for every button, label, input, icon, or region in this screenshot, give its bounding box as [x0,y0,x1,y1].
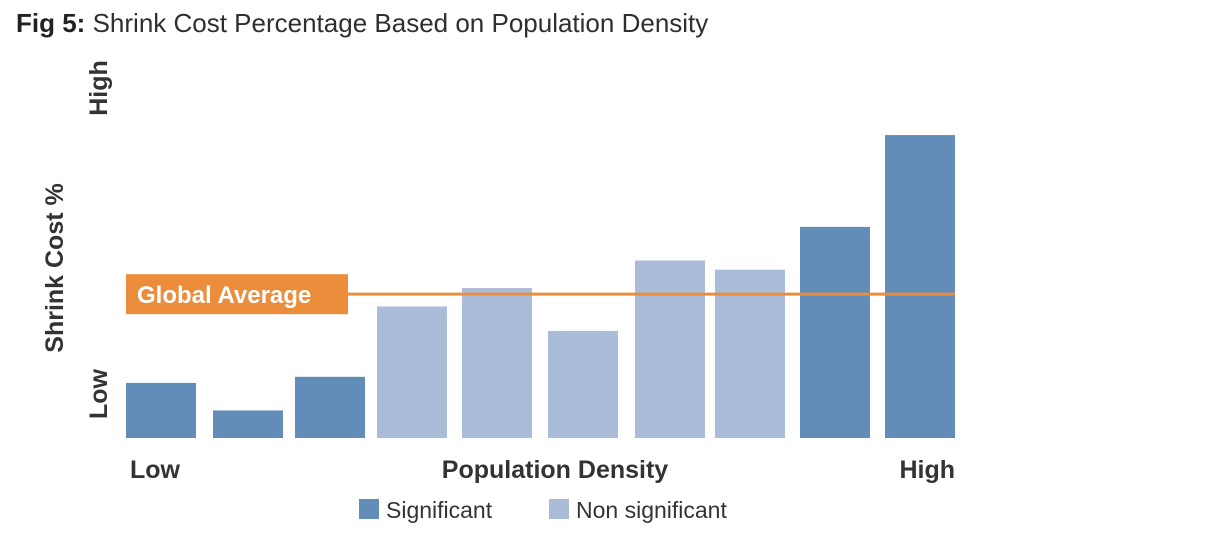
y-axis-high-label: High [85,60,113,116]
bar-1 [126,382,196,438]
bar-6 [548,330,618,438]
bar-2 [213,410,283,438]
figure-number: Fig 5: [16,8,86,38]
legend: Significant Non significant [359,497,727,523]
bar-9 [800,226,870,438]
bar-7 [635,260,705,438]
chart-title: Fig 5: Shrink Cost Percentage Based on P… [16,8,708,39]
bar-4 [377,306,447,438]
bar-5 [462,288,532,438]
y-axis-low-label: Low [85,368,113,419]
legend-label-non-significant: Non significant [576,497,727,523]
x-axis-low-label: Low [130,456,181,484]
x-axis-label: Population Density [442,456,669,484]
bar-8 [715,269,785,438]
bar-10 [885,135,955,438]
y-axis-label: Shrink Cost % [41,183,69,352]
legend-label-significant: Significant [386,497,493,523]
figure-title: Shrink Cost Percentage Based on Populati… [92,8,709,38]
bar-3 [295,376,365,438]
bar-group [126,135,955,438]
x-axis-high-label: High [899,456,955,484]
global-average-label-box [126,274,348,315]
legend-swatch-non-significant [549,499,569,519]
legend-swatch-significant [359,499,379,519]
global-average-label: Global Average [137,282,311,309]
